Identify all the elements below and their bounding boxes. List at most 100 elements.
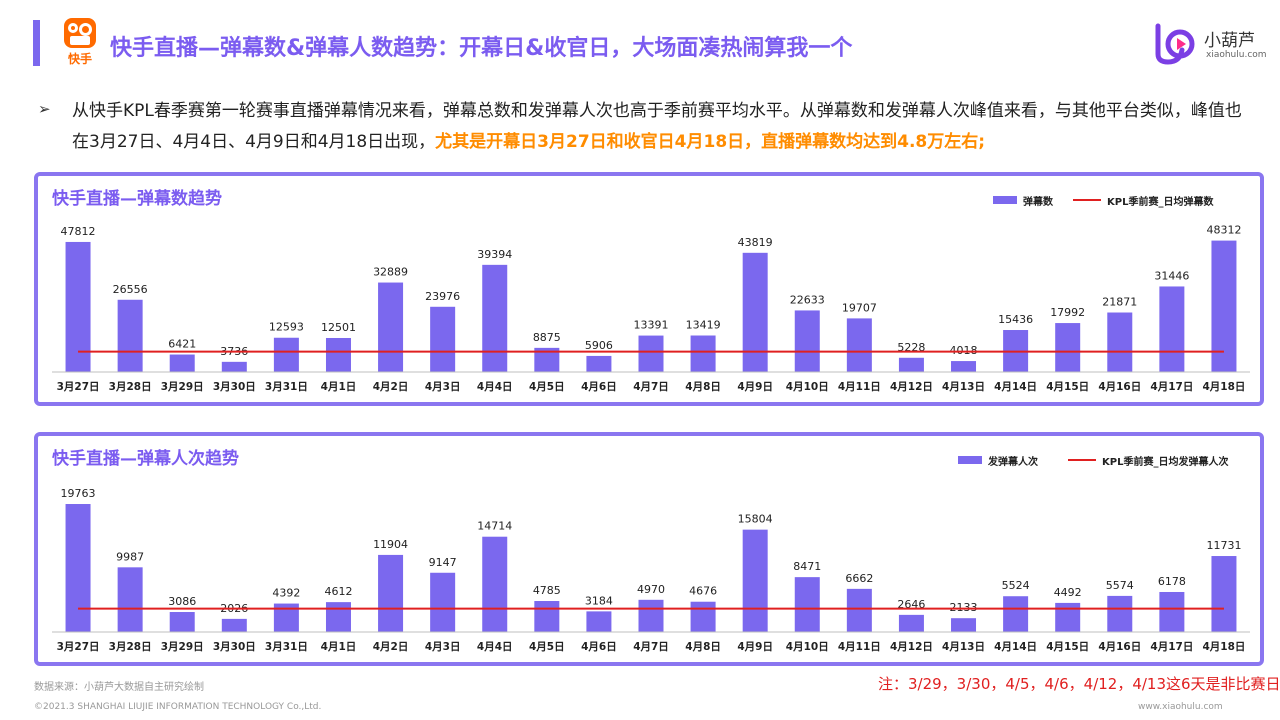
x-tick-label: 3月31日: [265, 381, 308, 393]
data-label: 39394: [477, 248, 512, 261]
x-tick-label: 4月2日: [373, 641, 409, 653]
data-label: 2646: [897, 598, 925, 611]
data-label: 6421: [168, 338, 196, 351]
data-label: 4392: [272, 587, 300, 600]
x-tick-label: 4月18日: [1202, 641, 1245, 653]
bar: [742, 529, 768, 632]
x-tick-label: 4月3日: [425, 381, 461, 393]
data-source: 数据来源：小葫芦大数据自主研究绘制: [34, 682, 204, 693]
x-tick-label: 4月1日: [321, 641, 357, 653]
legend-line-label: KPL季前赛_日均发弹幕人次: [1102, 455, 1228, 468]
x-tick-label: 4月15日: [1046, 641, 1089, 653]
chart-title: 快手直播—弹幕数趋势: [52, 188, 222, 209]
x-tick-label: 4月10日: [786, 641, 829, 653]
x-tick-label: 4月12日: [890, 381, 933, 393]
bar: [221, 361, 247, 372]
data-label: 48312: [1206, 224, 1241, 237]
x-tick-label: 3月31日: [265, 641, 308, 653]
data-label: 19763: [61, 487, 96, 500]
bar: [846, 588, 872, 632]
x-tick-label: 3月28日: [109, 381, 152, 393]
bullet-arrow-icon: ➢: [38, 100, 51, 118]
bar: [65, 504, 91, 632]
x-tick-label: 4月11日: [838, 641, 881, 653]
data-label: 5228: [897, 341, 925, 354]
bar: [65, 241, 91, 372]
x-tick-label: 4月7日: [633, 641, 669, 653]
data-label: 23976: [425, 290, 460, 303]
x-tick-label: 4月16日: [1098, 381, 1141, 393]
bar: [482, 536, 508, 632]
bar: [1211, 240, 1237, 372]
bar: [1159, 591, 1185, 632]
x-tick-label: 4月8日: [685, 381, 721, 393]
data-label: 11904: [373, 538, 408, 551]
bar: [794, 577, 820, 632]
bar: [325, 602, 351, 632]
xiaohulu-name: 小葫芦: [1204, 31, 1255, 51]
legend-line-label: KPL季前赛_日均弹幕数: [1107, 195, 1214, 208]
danmu-users-chart-panel: 快手直播—弹幕人次趋势 发弹幕人次 KPL季前赛_日均发弹幕人次 19763 3月27日…: [34, 432, 1264, 666]
data-label: 4492: [1054, 586, 1082, 599]
x-tick-label: 4月11日: [838, 381, 881, 393]
bar: [898, 614, 924, 632]
x-tick-label: 4月1日: [321, 381, 357, 393]
xiaohulu-domain: xiaohulu.com: [1206, 50, 1267, 60]
bar: [898, 357, 924, 372]
x-tick-label: 3月27日: [57, 641, 100, 653]
data-label: 19707: [842, 301, 877, 314]
bar: [794, 310, 820, 372]
bar: [378, 282, 404, 372]
bar: [430, 572, 456, 632]
data-label: 31446: [1154, 269, 1189, 282]
bar: [430, 306, 456, 372]
x-tick-label: 4月18日: [1202, 381, 1245, 393]
x-tick-label: 4月4日: [477, 381, 513, 393]
x-tick-label: 4月14日: [994, 641, 1037, 653]
data-label: 3184: [585, 594, 613, 607]
x-tick-label: 3月30日: [213, 381, 256, 393]
data-label: 4612: [324, 585, 352, 598]
danmu-count-chart-panel: 快手直播—弹幕数趋势 弹幕数 KPL季前赛_日均弹幕数 47812 3月27日 26556…: [34, 172, 1264, 406]
bar: [1055, 602, 1081, 632]
danmu-count-chart: 快手直播—弹幕数趋势 弹幕数 KPL季前赛_日均弹幕数 47812 3月27日 26556…: [52, 188, 1250, 393]
bar: [951, 618, 977, 632]
x-tick-label: 4月7日: [633, 381, 669, 393]
non-match-day-note: 注：3/29，3/30，4/5，4/6，4/12，4/13这6天是非比赛日: [878, 675, 1280, 693]
x-tick-label: 3月27日: [57, 381, 100, 393]
legend-bar-label: 弹幕数: [1023, 195, 1054, 208]
x-tick-label: 4月2日: [373, 381, 409, 393]
bar: [1107, 312, 1133, 372]
data-label: 11731: [1206, 539, 1241, 552]
data-label: 47812: [61, 225, 96, 238]
bar: [325, 337, 351, 372]
chart-title: 快手直播—弹幕人次趋势: [52, 448, 239, 469]
summary-text: 从快手KPL春季赛第一轮赛事直播弹幕情况来看，弹幕总数和发弹幕人次也高于季前赛平…: [72, 96, 1257, 158]
legend-bar-label: 发弹幕人次: [987, 455, 1038, 468]
danmu-users-chart: 快手直播—弹幕人次趋势 发弹幕人次 KPL季前赛_日均发弹幕人次 19763 3月27日…: [52, 448, 1250, 653]
bar: [273, 337, 299, 372]
x-tick-label: 4月6日: [581, 381, 617, 393]
bar: [690, 601, 716, 632]
data-label: 17992: [1050, 306, 1085, 319]
bar: [638, 335, 664, 372]
x-tick-label: 4月6日: [581, 641, 617, 653]
summary-highlight: 尤其是开幕日3月27日和收官日4月18日，直播弹幕数均达到4.8万左右;: [435, 132, 986, 152]
data-label: 4018: [950, 344, 978, 357]
x-tick-label: 4月16日: [1098, 641, 1141, 653]
bar: [742, 252, 768, 372]
x-tick-label: 3月29日: [161, 641, 204, 653]
data-label: 13419: [686, 319, 721, 332]
bar: [534, 601, 560, 632]
data-label: 8471: [793, 560, 821, 573]
bar: [169, 612, 195, 632]
copyright: ©2021.3 SHANGHAI LIUJIE INFORMATION TECH…: [34, 702, 322, 712]
bar: [378, 554, 404, 632]
x-tick-label: 4月17日: [1150, 381, 1193, 393]
bar: [221, 618, 247, 632]
x-tick-label: 4月8日: [685, 641, 721, 653]
legend-bar-swatch: [993, 196, 1017, 204]
data-label: 43819: [738, 236, 773, 249]
x-tick-label: 4月9日: [737, 641, 773, 653]
bar: [846, 318, 872, 372]
